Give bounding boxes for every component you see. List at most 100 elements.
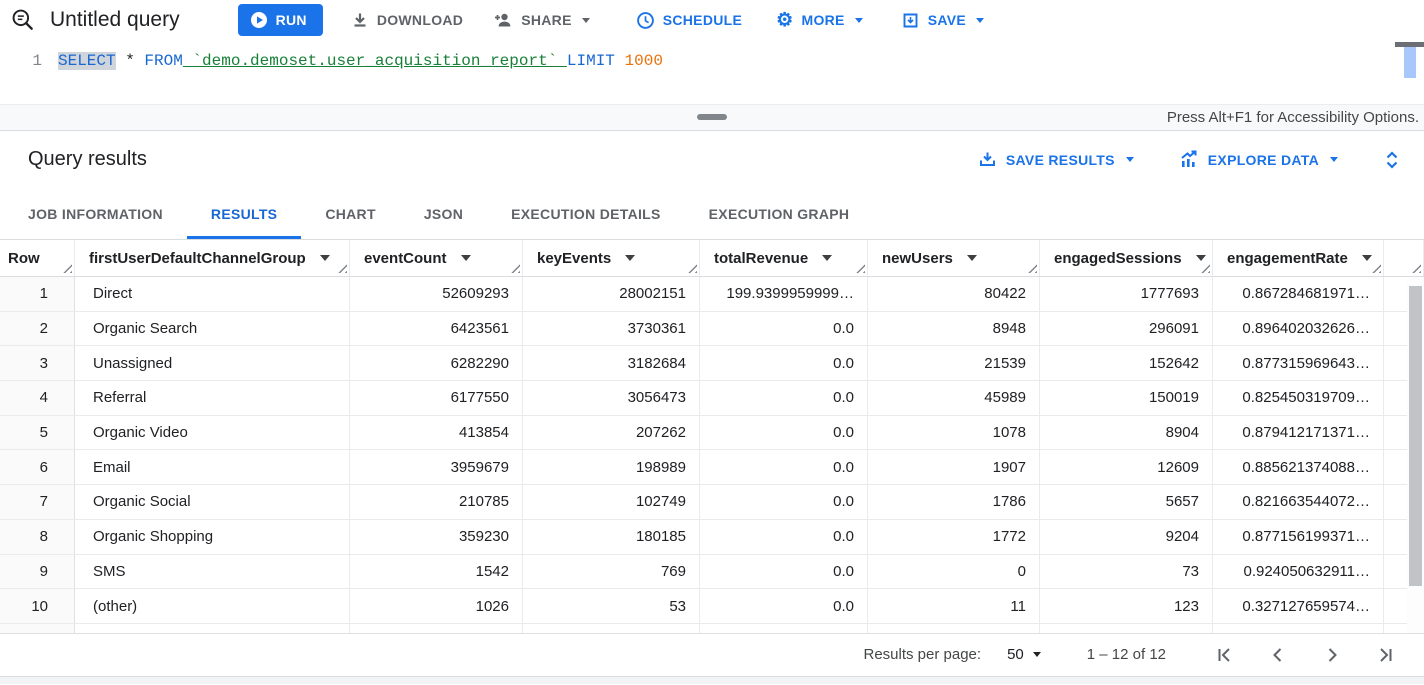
column-resize-grip[interactable]: [1027, 263, 1037, 273]
first-page-button[interactable]: [1212, 643, 1236, 667]
sql-table-reference-link[interactable]: `demo.demoset.user_acquisition_report`: [182, 52, 567, 70]
column-menu-caret-icon[interactable]: [625, 255, 636, 261]
table-row: 3 Unassigned 6282290 3182684 0.0 21539 152642 0…: [0, 346, 1424, 382]
cell-totalRevenue: 0.0: [700, 346, 868, 381]
column-menu-caret-icon[interactable]: [1195, 255, 1206, 261]
splitter-drag-handle[interactable]: [697, 114, 727, 120]
cell-firstUserDefaultChannelGroup: Referral: [75, 381, 350, 415]
column-label: engagedSessions: [1054, 249, 1182, 267]
download-label: DOWNLOAD: [376, 12, 464, 28]
download-button[interactable]: DOWNLOAD: [351, 11, 463, 29]
column-menu-caret-icon[interactable]: [460, 255, 471, 261]
first-page-icon: [1218, 648, 1230, 662]
next-page-button[interactable]: [1320, 643, 1344, 667]
row-number-cell: 1: [0, 277, 75, 311]
table-row: 10 (other) 1026 53 0.0 11 123 0.327127659574…: [0, 589, 1424, 624]
cell-firstUserDefaultChannelGroup: (other): [75, 589, 350, 623]
query-title[interactable]: Untitled query: [50, 8, 180, 31]
chevron-left-icon: [1273, 648, 1282, 662]
last-page-button[interactable]: [1374, 643, 1398, 667]
column-resize-grip[interactable]: [687, 263, 697, 273]
explore-data-button[interactable]: EXPLORE DATA: [1178, 149, 1338, 170]
query-magnifier-icon: [12, 9, 33, 30]
bottom-strip: [0, 675, 1424, 684]
cell-engagedSessions: 9204: [1040, 519, 1213, 554]
column-resize-grip[interactable]: [337, 263, 347, 273]
cell-totalRevenue: 0.0: [700, 623, 868, 633]
add-person-icon: [495, 13, 511, 27]
results-per-page-label: Results per page:: [863, 646, 982, 664]
column-resize-grip[interactable]: [62, 263, 72, 273]
sql-editor[interactable]: 1 SELECT * FROM `demo.demoset.user_acqui…: [0, 40, 1424, 104]
previous-page-button[interactable]: [1266, 643, 1290, 667]
page-size-select[interactable]: 50: [1007, 646, 1041, 663]
sql-limit-value: 1000: [614, 52, 663, 70]
cell-engagedSessions: 296091: [1040, 311, 1213, 346]
accessibility-hint: Press Alt+F1 for Accessibility Options.: [1166, 109, 1419, 126]
cell-keyEvents: 207262: [523, 415, 700, 450]
tab-chart[interactable]: CHART: [301, 188, 400, 239]
cell-newUsers: 1078: [868, 415, 1040, 450]
column-header-eventCount: eventCount: [350, 240, 523, 276]
chevron-down-icon: [1330, 157, 1338, 162]
cell-eventCount: 227: [350, 623, 523, 633]
cell-newUsers: 1907: [868, 450, 1040, 485]
cell-totalRevenue: 0.0: [700, 381, 868, 415]
expand-results-button[interactable]: [1382, 149, 1402, 171]
column-menu-caret-icon[interactable]: [319, 255, 330, 261]
sql-code-line[interactable]: SELECT * FROM `demo.demoset.user_acquisi…: [58, 40, 663, 104]
run-button[interactable]: RUN: [237, 4, 323, 36]
column-menu-caret-icon[interactable]: [822, 255, 833, 261]
column-menu-caret-icon[interactable]: [1361, 255, 1372, 261]
column-resize-grip[interactable]: [1200, 263, 1210, 273]
cell-eventCount: 52609293: [350, 277, 523, 311]
tab-json[interactable]: JSON: [400, 188, 487, 239]
row-number-cell: 5: [0, 415, 75, 450]
table-scrollbar-track[interactable]: [1407, 278, 1424, 633]
cell-keyEvents: 28002151: [523, 277, 700, 311]
more-button[interactable]: ⚙ MORE: [776, 11, 863, 30]
cell-firstUserDefaultChannelGroup: Organic Video: [75, 415, 350, 450]
cell-firstUserDefaultChannelGroup: Organic Search: [75, 311, 350, 346]
cell-engagementRate: 0.877315969643…: [1213, 346, 1384, 381]
share-button[interactable]: SHARE: [493, 10, 590, 30]
cell-newUsers: 21539: [868, 346, 1040, 381]
cell-engagementRate: 0.879412171371…: [1213, 415, 1384, 450]
cell-engagementRate: 1.0: [1213, 623, 1384, 633]
cell-eventCount: 210785: [350, 485, 523, 519]
page-size-value: 50: [1007, 646, 1024, 664]
cell-engagementRate: 0.885621374088…: [1213, 450, 1384, 485]
tab-job-information[interactable]: JOB INFORMATION: [4, 188, 187, 239]
column-resize-grip[interactable]: [510, 263, 520, 273]
save-results-button[interactable]: SAVE RESULTS: [978, 150, 1134, 169]
row-number-cell: 10: [0, 589, 75, 623]
results-tab-bar: JOB INFORMATION RESULTS CHART JSON EXECUTION…: [0, 188, 1424, 240]
results-title: Query results: [28, 148, 147, 170]
table-scrollbar-thumb[interactable]: [1409, 286, 1422, 586]
column-header-engagedSessions: engagedSessions: [1040, 240, 1213, 276]
column-header-engagementRate: engagementRate: [1213, 240, 1384, 276]
row-number-cell: 4: [0, 381, 75, 415]
chevron-down-icon: [1125, 157, 1134, 162]
chevron-right-icon: [1328, 648, 1337, 662]
column-resize-grip[interactable]: [855, 263, 865, 273]
column-resize-grip[interactable]: [1411, 263, 1421, 273]
cell-eventCount: 6423561: [350, 311, 523, 346]
editor-scrollbar-thumb[interactable]: [1404, 47, 1416, 78]
results-table: Row firstUserDefaultChannelGroup eventCoun…: [0, 240, 1424, 633]
cell-engagementRate: 0.327127659574…: [1213, 589, 1384, 623]
tab-execution-details[interactable]: EXECUTION DETAILS: [487, 188, 685, 239]
column-resize-grip[interactable]: [1371, 263, 1381, 273]
tab-results[interactable]: RESULTS: [187, 188, 301, 239]
schedule-button[interactable]: SCHEDULE: [636, 11, 742, 30]
tab-execution-graph[interactable]: EXECUTION GRAPH: [685, 188, 874, 239]
table-clipped-row-wrap: 11Paid Social2271340.0041.0: [0, 623, 1424, 633]
cell-totalRevenue: 199.9399959999…: [700, 277, 868, 311]
table-body: 1 Direct 52609293 28002151 199.9399959999… 80…: [0, 277, 1424, 624]
chevron-down-icon: [975, 17, 984, 23]
column-menu-caret-icon[interactable]: [966, 255, 977, 261]
cell-engagedSessions: 152642: [1040, 346, 1213, 381]
save-button[interactable]: SAVE: [901, 11, 984, 30]
cell-eventCount: 1026: [350, 589, 523, 623]
cell-firstUserDefaultChannelGroup: Organic Shopping: [75, 519, 350, 554]
